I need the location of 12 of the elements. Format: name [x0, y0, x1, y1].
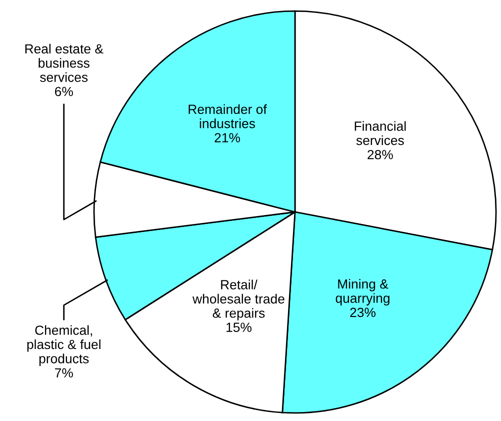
slice-label: Remainder of industries — [188, 104, 267, 128]
data-label: 7% — [55, 368, 73, 378]
data-label: 23% — [350, 308, 376, 318]
slice-label: Retail/ wholesale trade & repairs — [192, 280, 284, 320]
data-label: 21% — [214, 133, 240, 142]
slice-label: Chemical, plastic & fuel products — [27, 325, 100, 366]
slice-label: Mining & quarrying — [336, 278, 390, 306]
slice-label: Financial services — [354, 121, 406, 146]
data-label: 28% — [368, 150, 393, 160]
data-label: 15% — [226, 322, 252, 332]
slice-label: Real estate & business services — [25, 44, 104, 82]
data-label: 6% — [55, 86, 73, 96]
